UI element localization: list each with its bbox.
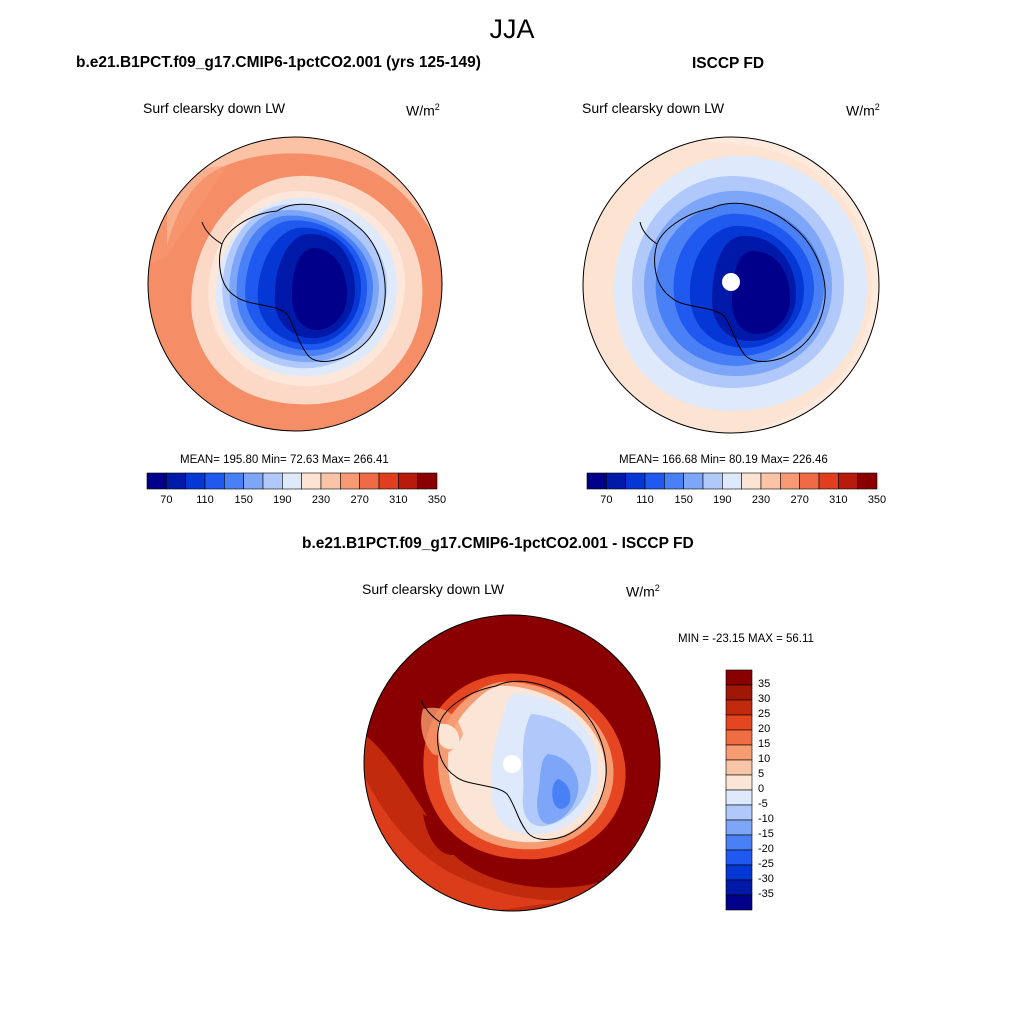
colorbar-swatch bbox=[359, 472, 380, 490]
colorbar-swatch bbox=[818, 472, 839, 490]
colorbar-swatch bbox=[725, 684, 753, 701]
colorbar-tick-label: -25 bbox=[758, 858, 774, 870]
colorbar-tick-label: 310 bbox=[389, 494, 408, 506]
colorbar-tick-label: -5 bbox=[758, 798, 768, 810]
colorbar-tick-label: -10 bbox=[758, 813, 774, 825]
colorbar-swatch bbox=[204, 472, 225, 490]
colorbar-tick-label: 25 bbox=[758, 708, 771, 720]
diff-variable-label: Surf clearsky down LW bbox=[362, 581, 505, 597]
colorbar-swatch bbox=[725, 714, 753, 731]
colorbar-tick-label: 10 bbox=[758, 753, 771, 765]
colorbar-swatch bbox=[725, 729, 753, 746]
colorbar-swatch bbox=[683, 472, 704, 490]
colorbar-tick-label: 15 bbox=[758, 738, 771, 750]
colorbar-tick-label: 230 bbox=[751, 494, 771, 506]
colorbar-swatch bbox=[741, 472, 762, 490]
colorbar-swatch bbox=[725, 669, 753, 686]
colorbar-tick-label: 30 bbox=[758, 693, 771, 705]
colorbar-swatch bbox=[722, 472, 742, 490]
colorbar-tick-label: 35 bbox=[758, 678, 771, 690]
colorbar-tick-label: 190 bbox=[273, 494, 292, 506]
colorbar-swatch bbox=[725, 894, 753, 911]
colorbar-tick-label: 5 bbox=[758, 768, 765, 780]
colorbar-swatch bbox=[301, 472, 322, 490]
colorbar-swatch bbox=[725, 849, 753, 866]
colorbar-swatch bbox=[799, 472, 820, 490]
colorbar-swatch bbox=[725, 774, 753, 791]
colorbar-tick-label: 70 bbox=[160, 494, 173, 506]
colorbar-swatch bbox=[398, 472, 418, 490]
colorbar-swatch bbox=[725, 879, 753, 896]
model-variable-label: Surf clearsky down LW bbox=[143, 100, 286, 116]
colorbar-swatch bbox=[702, 472, 723, 490]
colorbar-swatch bbox=[320, 472, 341, 490]
diff-polar-map bbox=[363, 614, 661, 912]
colorbar-swatch bbox=[780, 472, 800, 490]
colorbar-swatch bbox=[378, 472, 399, 490]
colorbar-tick-label: 270 bbox=[350, 494, 369, 506]
colorbar-swatch bbox=[586, 472, 607, 490]
colorbar-tick-label: 110 bbox=[196, 494, 214, 506]
colorbar-tick-label: 0 bbox=[758, 783, 765, 795]
colorbar-tick-label: -35 bbox=[758, 888, 774, 900]
season-title: JJA bbox=[489, 14, 535, 44]
colorbar-swatch bbox=[725, 699, 753, 716]
model-units-label: W/m2 bbox=[406, 102, 440, 119]
colorbar-swatch bbox=[262, 472, 283, 490]
model-polar-map bbox=[147, 136, 443, 432]
colorbar-swatch bbox=[725, 789, 753, 806]
colorbar-tick-label: 70 bbox=[600, 494, 613, 506]
colorbar-tick-label: -20 bbox=[758, 843, 774, 855]
colorbar-swatch bbox=[417, 472, 438, 490]
colorbar-swatch bbox=[224, 472, 244, 490]
colorbar-swatch bbox=[166, 472, 186, 490]
colorbar-tick-label: 190 bbox=[713, 494, 732, 506]
colorbar-tick-label: 20 bbox=[758, 723, 771, 735]
colorbar-swatch bbox=[146, 472, 167, 490]
colorbar-swatch bbox=[725, 819, 753, 836]
obs-variable-label: Surf clearsky down LW bbox=[582, 100, 725, 116]
colorbar-swatch bbox=[725, 864, 753, 881]
colorbar-swatch bbox=[857, 472, 878, 490]
colorbar-tick-label: 110 bbox=[636, 494, 654, 506]
colorbar-swatch bbox=[725, 744, 753, 761]
colorbar-swatch bbox=[340, 472, 360, 490]
colorbar-tick-label: 270 bbox=[790, 494, 809, 506]
colorbar-tick-label: 150 bbox=[234, 494, 253, 506]
colorbar-swatch bbox=[725, 804, 753, 821]
obs-polar-map bbox=[582, 136, 880, 434]
colorbar-swatch bbox=[664, 472, 684, 490]
obs-colorbar bbox=[586, 472, 878, 490]
diff-stats: MIN = -23.15 MAX = 56.11 bbox=[678, 633, 814, 645]
colorbar-swatch bbox=[725, 759, 753, 776]
colorbar-tick-label: 230 bbox=[311, 494, 331, 506]
colorbar-tick-label: 310 bbox=[829, 494, 848, 506]
colorbar-swatch bbox=[625, 472, 646, 490]
colorbar-swatch bbox=[725, 834, 753, 851]
obs-units-label: W/m2 bbox=[846, 102, 880, 119]
colorbar-tick-label: 350 bbox=[867, 494, 887, 506]
colorbar-swatch bbox=[760, 472, 781, 490]
colorbar-swatch bbox=[282, 472, 302, 490]
colorbar-tick-label: -30 bbox=[758, 873, 774, 885]
colorbar-swatch bbox=[644, 472, 665, 490]
colorbar-tick-label: 350 bbox=[427, 494, 447, 506]
diff-colorbar-ticks: 35 30 25 20 15 10 5 0 -5 -10 -15 -20 -25 -30 -35 bbox=[758, 670, 798, 910]
colorbar-swatch bbox=[243, 472, 264, 490]
model-panel-title: b.e21.B1PCT.f09_g17.CMIP6-1pctCO2.001 (y… bbox=[76, 54, 481, 71]
colorbar-tick-label: 150 bbox=[674, 494, 693, 506]
obs-panel-title: ISCCP FD bbox=[692, 55, 765, 72]
colorbar-swatch bbox=[838, 472, 858, 490]
diff-panel-title: b.e21.B1PCT.f09_g17.CMIP6-1pctCO2.001 - … bbox=[302, 535, 694, 552]
colorbar-tick-label: -15 bbox=[758, 828, 774, 840]
obs-colorbar-ticks: 70 110 150 190 230 270 310 350 bbox=[587, 494, 886, 508]
colorbar-swatch bbox=[185, 472, 206, 490]
obs-stats: MEAN= 166.68 Min= 80.19 Max= 226.46 bbox=[619, 454, 828, 466]
diff-colorbar bbox=[725, 669, 753, 911]
colorbar-swatch bbox=[606, 472, 626, 490]
model-colorbar-ticks: 70 110 150 190 230 270 310 350 bbox=[147, 494, 446, 508]
model-colorbar bbox=[146, 472, 438, 490]
diff-units-label: W/m2 bbox=[626, 583, 660, 600]
model-stats: MEAN= 195.80 Min= 72.63 Max= 266.41 bbox=[180, 454, 389, 466]
